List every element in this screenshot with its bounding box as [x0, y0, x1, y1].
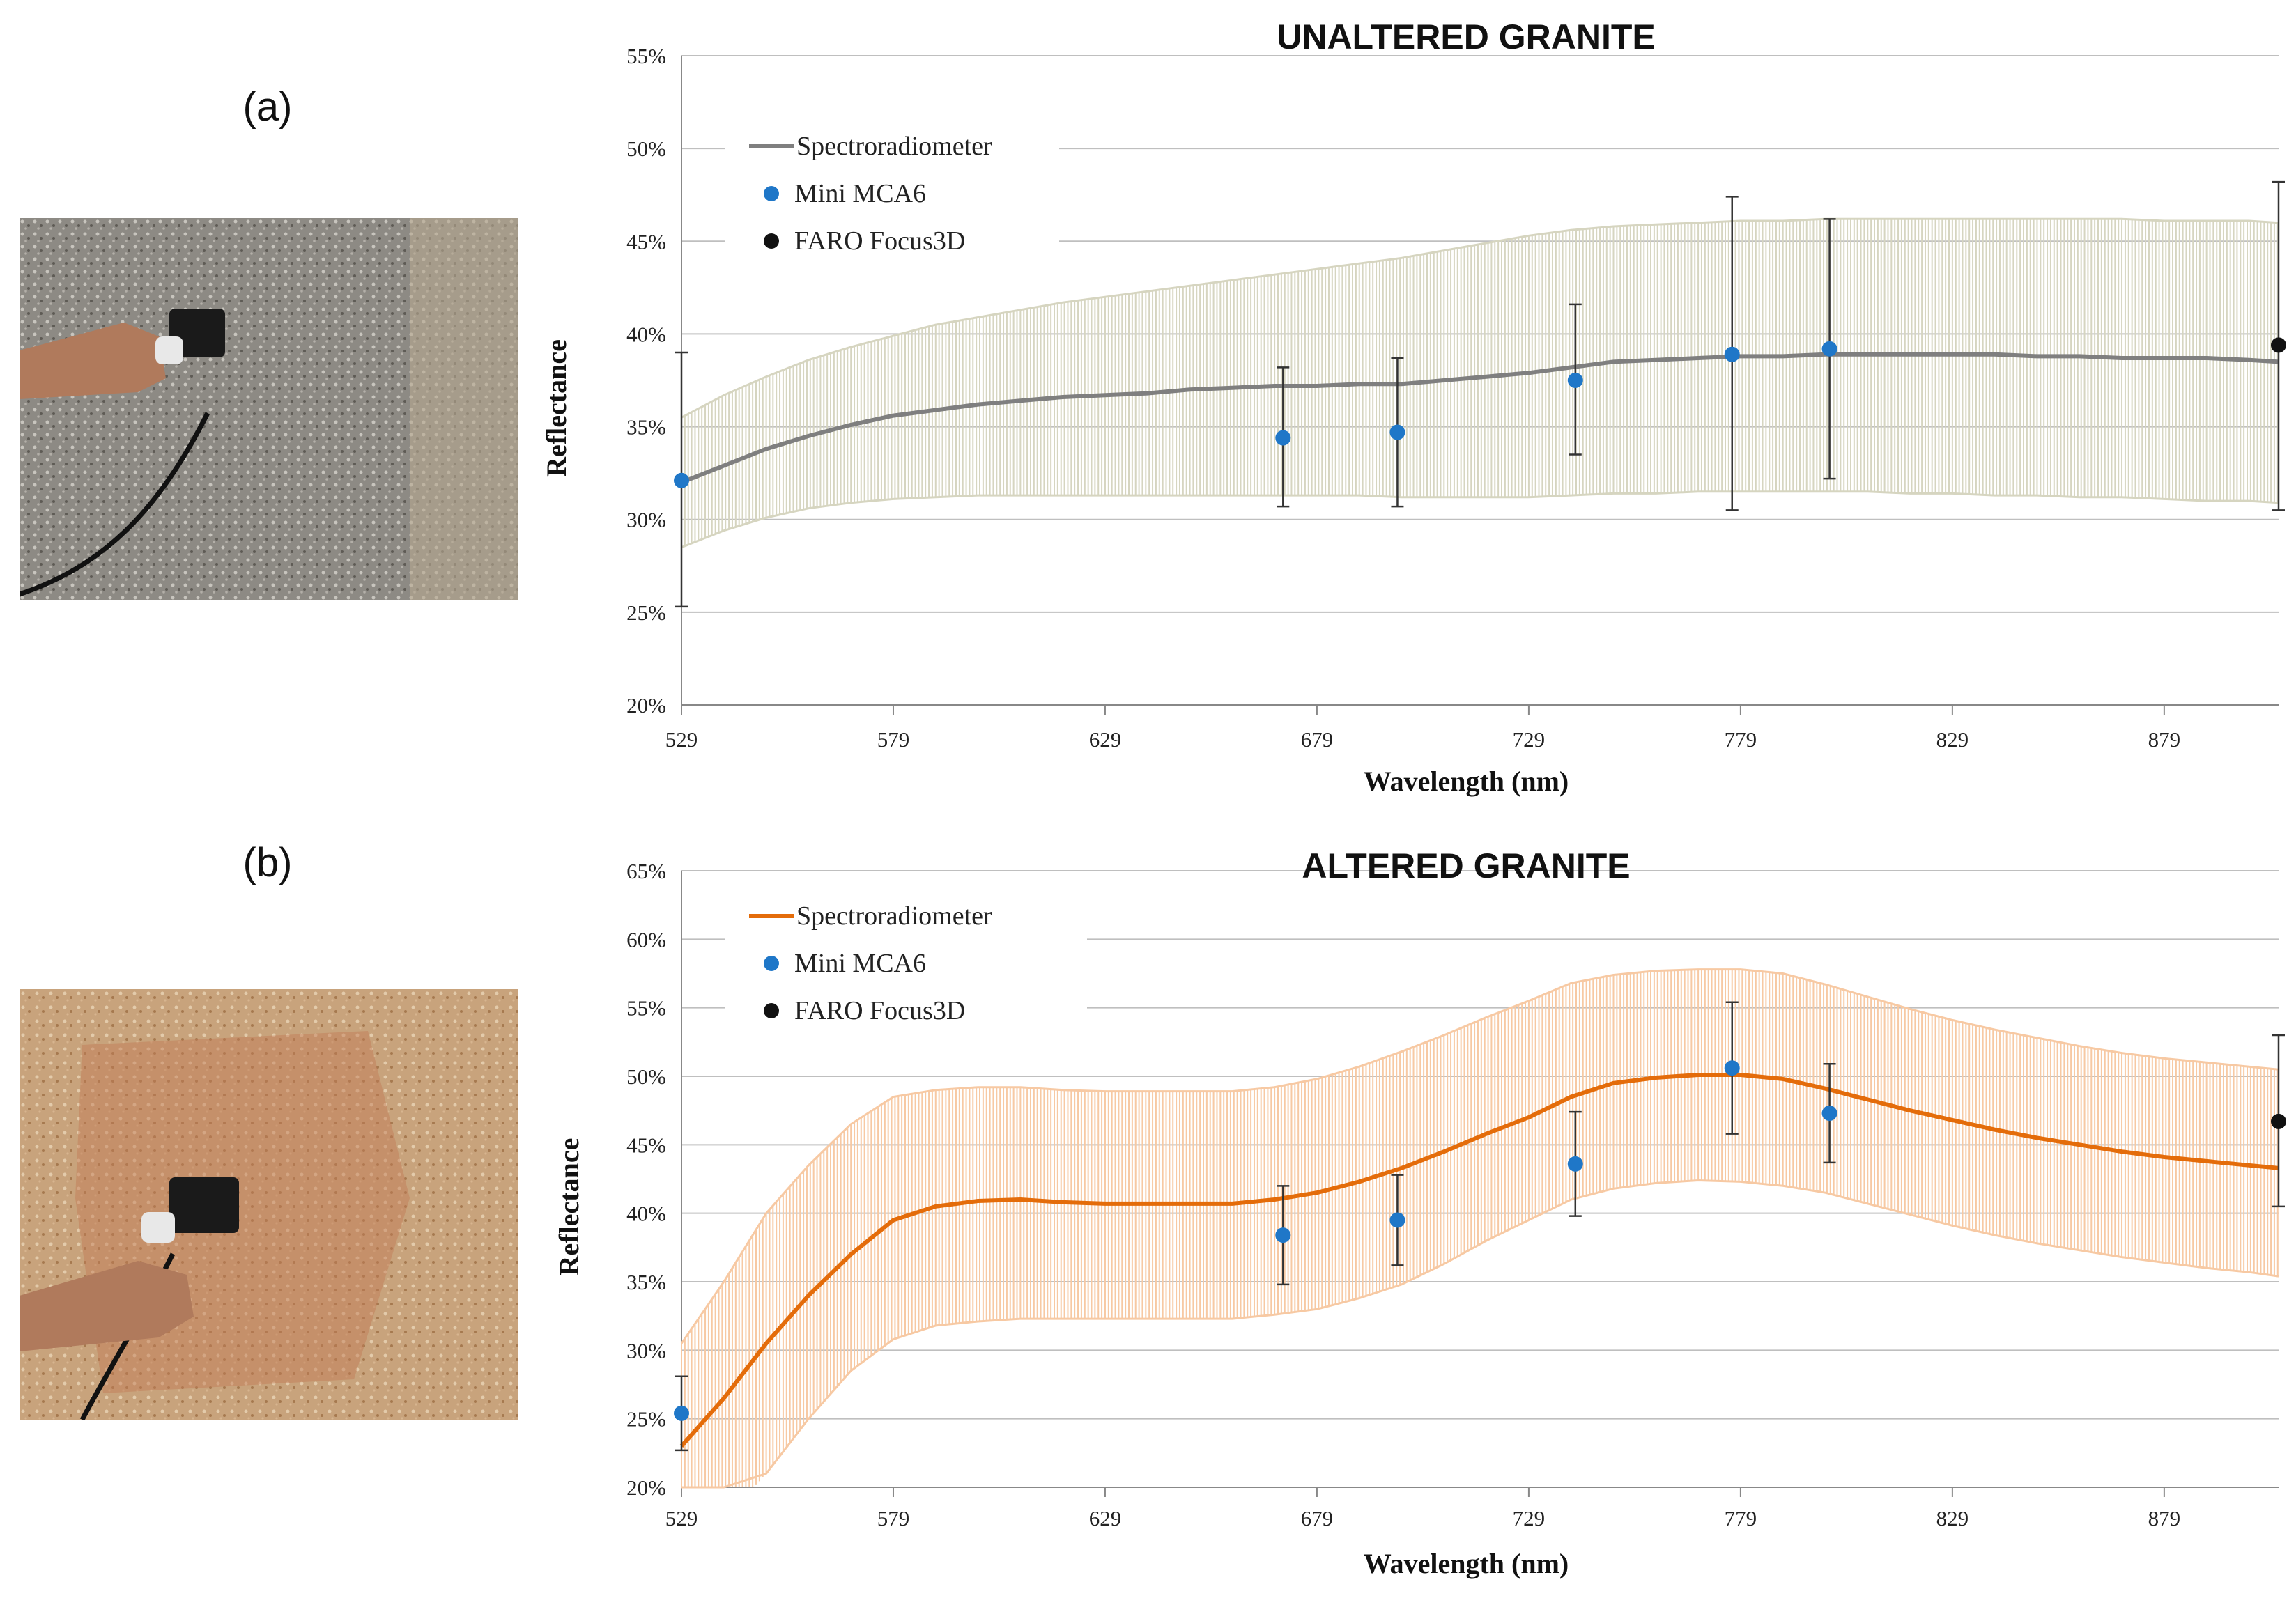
x-tick-label: 729 — [1513, 727, 1546, 752]
mca6-point — [1724, 346, 1740, 362]
band-upper-edge — [681, 217, 2279, 419]
band-lower-edge — [681, 1179, 2279, 1489]
x-tick-label: 829 — [1936, 1506, 1969, 1530]
chart-0: 20% 25% 30% 35% 40% 45% 50% 55% 529 579 629 679 729 7… — [541, 17, 2286, 797]
altered-granite-photo — [20, 989, 518, 1420]
mca6-point — [674, 1405, 689, 1421]
chart-title: UNALTERED GRANITE — [1277, 17, 1656, 56]
y-tick-label: 35% — [626, 415, 666, 440]
y-tick-label: 50% — [626, 1064, 666, 1089]
y-tick-label: 40% — [626, 1202, 666, 1226]
y-axis-title: Reflectance — [541, 339, 572, 477]
arm-shape — [20, 323, 166, 399]
y-tick-label: 25% — [626, 1407, 666, 1432]
x-tick-label: 529 — [665, 727, 698, 752]
y-tick-label: 20% — [626, 1475, 666, 1500]
spectroradiometer-error-band — [681, 969, 2279, 1487]
y-tick-label: 55% — [626, 44, 666, 68]
x-tick-label: 729 — [1513, 1506, 1546, 1530]
mca6-point — [1275, 430, 1291, 446]
faro-point — [2271, 1113, 2286, 1129]
legend-label: Mini MCA6 — [794, 949, 926, 978]
sensor-device — [169, 1177, 239, 1233]
y-tick-label: 55% — [626, 996, 666, 1021]
y-tick-label: 25% — [626, 600, 666, 625]
y-tick-label: 50% — [626, 137, 666, 161]
spectroradiometer-line — [680, 352, 2279, 485]
mca6-point — [1724, 1060, 1740, 1076]
y-tick-label: 65% — [626, 859, 666, 883]
mca6-point — [1821, 341, 1837, 357]
y-tick-label: 45% — [626, 1133, 666, 1157]
x-tick-label: 879 — [2148, 1506, 2181, 1530]
y-tick-label: 35% — [626, 1270, 666, 1294]
legend-label: FARO Focus3D — [794, 996, 965, 1025]
x-tick-label: 579 — [877, 1506, 910, 1530]
panel-label-a: (a) — [242, 84, 293, 130]
x-tick-label: 629 — [1089, 727, 1122, 752]
y-tick-label: 20% — [626, 693, 666, 717]
legend-marker-swatch — [764, 186, 779, 201]
x-tick-label: 629 — [1089, 1506, 1122, 1530]
legend-marker-swatch — [764, 956, 779, 971]
chart-1: 20% 25% 30% 35% 40% 45% 50% 55% 60% 65% 529 579 629 6… — [553, 846, 2286, 1579]
x-tick-label: 679 — [1301, 727, 1334, 752]
x-axis-title: Wavelength (nm) — [1364, 1548, 1569, 1579]
y-tick-label: 60% — [626, 927, 666, 952]
mca6-point — [1567, 373, 1583, 388]
y-tick-label: 45% — [626, 229, 666, 254]
x-tick-label: 829 — [1936, 727, 1969, 752]
x-tick-label: 779 — [1725, 727, 1757, 752]
y-axis-title: Reflectance — [553, 1138, 585, 1276]
x-tick-label: 779 — [1725, 1506, 1757, 1530]
x-axis-title: Wavelength (nm) — [1364, 766, 1569, 797]
x-tick-label: 579 — [877, 727, 910, 752]
y-tick-label: 30% — [626, 508, 666, 532]
spectroradiometer-line — [679, 1073, 2279, 1448]
legend-label: Mini MCA6 — [794, 179, 926, 208]
legend-label: FARO Focus3D — [794, 226, 965, 256]
x-tick-label: 529 — [665, 1506, 698, 1530]
mca6-point — [1389, 1212, 1405, 1228]
legend: Spectroradiometer Mini MCA6 FARO Focus3D — [725, 893, 1087, 1025]
y-tick-label: 30% — [626, 1338, 666, 1363]
band-upper-edge — [680, 968, 2279, 1344]
mca6-point — [1567, 1156, 1583, 1172]
mca6-point — [1389, 424, 1405, 440]
legend-marker-swatch — [764, 1003, 779, 1018]
unaltered-granite-photo — [20, 218, 518, 600]
mca6-point — [1275, 1227, 1291, 1243]
legend-marker-swatch — [764, 233, 779, 249]
chart-title: ALTERED GRANITE — [1302, 846, 1630, 885]
panel-label-b: (b) — [242, 840, 293, 885]
mca6-point — [674, 472, 689, 488]
sensor-cable — [20, 412, 210, 597]
x-tick-label: 679 — [1301, 1506, 1334, 1530]
band-lower-edge — [681, 490, 2279, 549]
y-tick-label: 40% — [626, 322, 666, 346]
mca6-point — [1821, 1106, 1837, 1122]
x-tick-label: 879 — [2148, 727, 2181, 752]
legend-label: Spectroradiometer — [796, 901, 992, 931]
faro-point — [2271, 337, 2286, 353]
legend: Spectroradiometer Mini MCA6 FARO Focus3D — [725, 123, 1059, 256]
legend-label: Spectroradiometer — [796, 132, 992, 161]
arm-shape — [20, 1261, 194, 1351]
